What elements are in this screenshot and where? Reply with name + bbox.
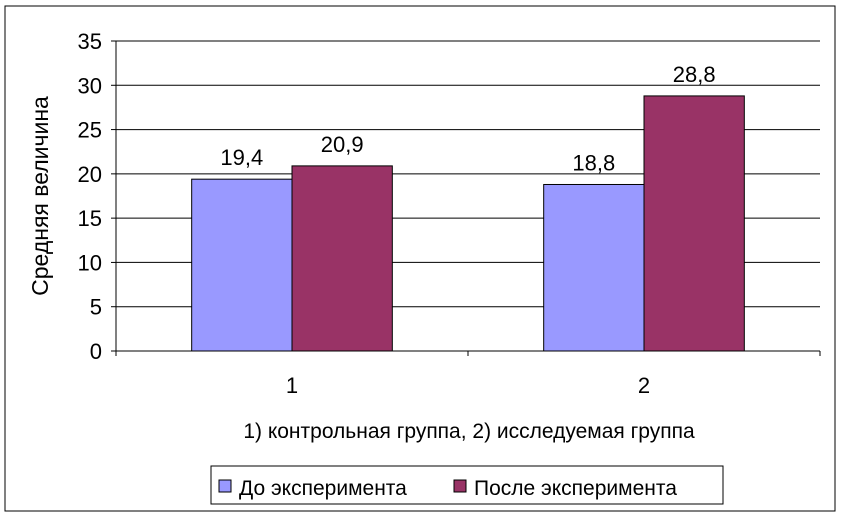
x-tick-label: 2 (638, 373, 650, 398)
legend: До эксперимента После эксперимента (210, 465, 724, 505)
labels: 0 5 10 15 20 25 30 35 1 19,4 20,9 2 18,8 28,8 (78, 29, 716, 398)
bar-series-2-cat-2 (643, 95, 745, 352)
y-tick-label: 25 (78, 118, 102, 143)
data-label: 20,9 (321, 132, 364, 157)
x-tick-label: 1 (286, 373, 298, 398)
x-axis-label: 1) контрольная группа, 2) исследуемая гр… (243, 420, 695, 443)
bar-series-2-cat-1 (291, 165, 393, 352)
y-axis-label: Средняя величина (27, 96, 53, 296)
legend-label-series-1: До эксперимента (239, 477, 407, 500)
y-tick-label: 20 (78, 162, 102, 187)
legend-box (210, 465, 724, 505)
y-tick-label: 30 (78, 73, 102, 98)
y-tick-label: 35 (78, 29, 102, 54)
data-label: 28,8 (673, 62, 716, 87)
data-label: 19,4 (220, 145, 263, 170)
legend-swatch-series-2 (453, 479, 467, 493)
y-tick-label: 15 (78, 206, 102, 231)
bar-series-1-cat-2 (543, 183, 645, 352)
y-tick-label: 5 (90, 295, 102, 320)
y-tick-label: 10 (78, 250, 102, 275)
legend-swatch-series-1 (218, 479, 232, 493)
bars (191, 95, 745, 352)
y-tick-label: 0 (90, 339, 102, 364)
bar-series-1-cat-1 (191, 178, 293, 352)
axes (111, 40, 821, 356)
data-label: 18,8 (572, 150, 615, 175)
legend-label-series-2: После эксперимента (474, 477, 677, 500)
